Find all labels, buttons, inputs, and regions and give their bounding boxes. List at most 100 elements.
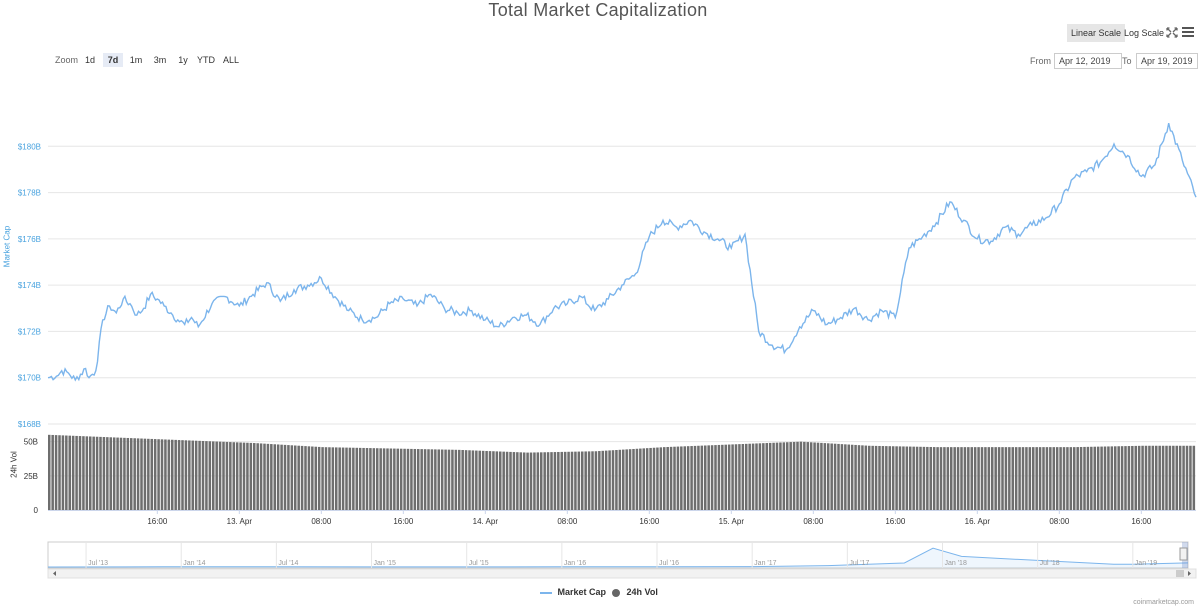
volume-bar [550,452,553,510]
volume-bar [1028,447,1032,510]
volume-bar [1069,447,1073,510]
volume-bar [1151,445,1155,510]
volume-bar [369,448,372,510]
volume-bar [99,436,102,510]
volume-bar [888,446,892,510]
zoom-1y-button[interactable]: 1y [178,55,188,65]
volume-bar [51,434,54,510]
volume-bar [926,446,929,510]
to-date-input[interactable]: Apr 19, 2019 [1136,53,1198,69]
volume-bar [758,443,762,510]
volume-bar [847,444,851,510]
credit-text[interactable]: coinmarketcap.com [1133,599,1194,606]
volume-bar [389,448,393,510]
volume-bar [348,447,352,510]
volume-bar [686,446,690,510]
volume-bar [116,437,119,510]
volume-bar [1032,447,1035,510]
volume-bar [1090,446,1093,510]
hamburger-menu-icon[interactable] [1181,24,1195,40]
volume-y-tick-label: 25B [24,472,38,481]
volume-bar [878,445,881,510]
volume-bar [656,447,659,510]
volume-bar [813,442,816,510]
volume-bar [1079,446,1083,510]
volume-bar [905,446,909,510]
volume-bar [372,448,376,510]
volume-bar [1086,446,1090,510]
volume-bar [54,435,58,510]
volume-bar [376,448,379,510]
volume-bar [963,447,967,510]
volume-bar [830,443,833,510]
volume-bar [540,452,543,510]
volume-bar [604,450,608,510]
volume-bar [837,443,840,510]
volume-bar [734,444,738,510]
volume-bar [112,437,116,510]
volume-bar [157,439,160,510]
volume-bar [171,439,174,510]
volume-bar [287,445,290,510]
volume-bar [58,435,61,510]
volume-bar [1045,447,1049,510]
from-date-input[interactable]: Apr 12, 2019 [1054,53,1122,69]
volume-bar [666,446,669,510]
volume-bar [1093,446,1097,510]
volume-bar [454,449,458,510]
volume-bar [628,449,632,510]
fullscreen-icon[interactable] [1165,24,1179,40]
volume-bar [311,446,314,510]
volume-bar [533,452,536,510]
zoom-1d-button[interactable]: 1d [84,55,95,65]
volume-bar [239,442,242,510]
volume-bar [106,437,109,510]
legend-market-cap[interactable]: Market Cap [540,587,606,597]
zoom-7d-button[interactable]: 7d [103,53,123,67]
volume-bar [341,447,345,510]
volume-bar [683,446,687,510]
volume-bar [768,442,772,510]
scroll-right-arrow-icon[interactable] [1188,571,1191,576]
volume-bar [642,448,646,510]
scroll-left-arrow-icon[interactable] [53,571,56,576]
volume-bar [177,440,181,510]
volume-bar [543,452,546,510]
zoom-1m-button[interactable]: 1m [129,55,143,65]
volume-bar [509,451,512,510]
volume-bar [557,451,560,510]
volume-bar [290,445,294,510]
navigator-scrollbar-thumb[interactable] [1176,570,1184,577]
volume-bar [874,445,878,510]
volume-bar [338,447,341,510]
volume-bar [567,451,570,510]
x-tick-label: 13. Apr [227,517,253,526]
volume-bar [700,445,704,510]
linear-scale-button[interactable]: Linear Scale [1067,24,1126,42]
volume-bar [967,447,970,510]
volume-bar [915,446,919,510]
volume-bar [365,448,369,510]
volume-bar [1038,447,1042,510]
volume-bar [396,448,400,510]
volume-bar [861,445,864,510]
volume-bar [652,447,656,510]
volume-bar [1175,445,1179,510]
volume-bar [458,449,461,510]
volume-bar [909,446,912,510]
navigator-handle[interactable] [1179,547,1188,561]
volume-bar [468,450,471,510]
volume-bar [437,449,441,510]
navigator-tick-label: Jan '16 [564,560,586,567]
zoom-3m-button[interactable]: 3m [153,55,167,65]
zoom-all-button[interactable]: ALL [222,55,239,65]
log-scale-button[interactable]: Log Scale [1124,28,1165,38]
volume-bar [786,442,789,510]
volume-bar [153,439,157,510]
volume-bar [355,447,359,510]
legend-volume[interactable]: 24h Vol [612,587,658,597]
volume-bar [283,444,287,510]
volume-bar [622,449,625,510]
volume-bar [649,447,652,510]
zoom-ytd-button[interactable]: YTD [197,55,215,65]
